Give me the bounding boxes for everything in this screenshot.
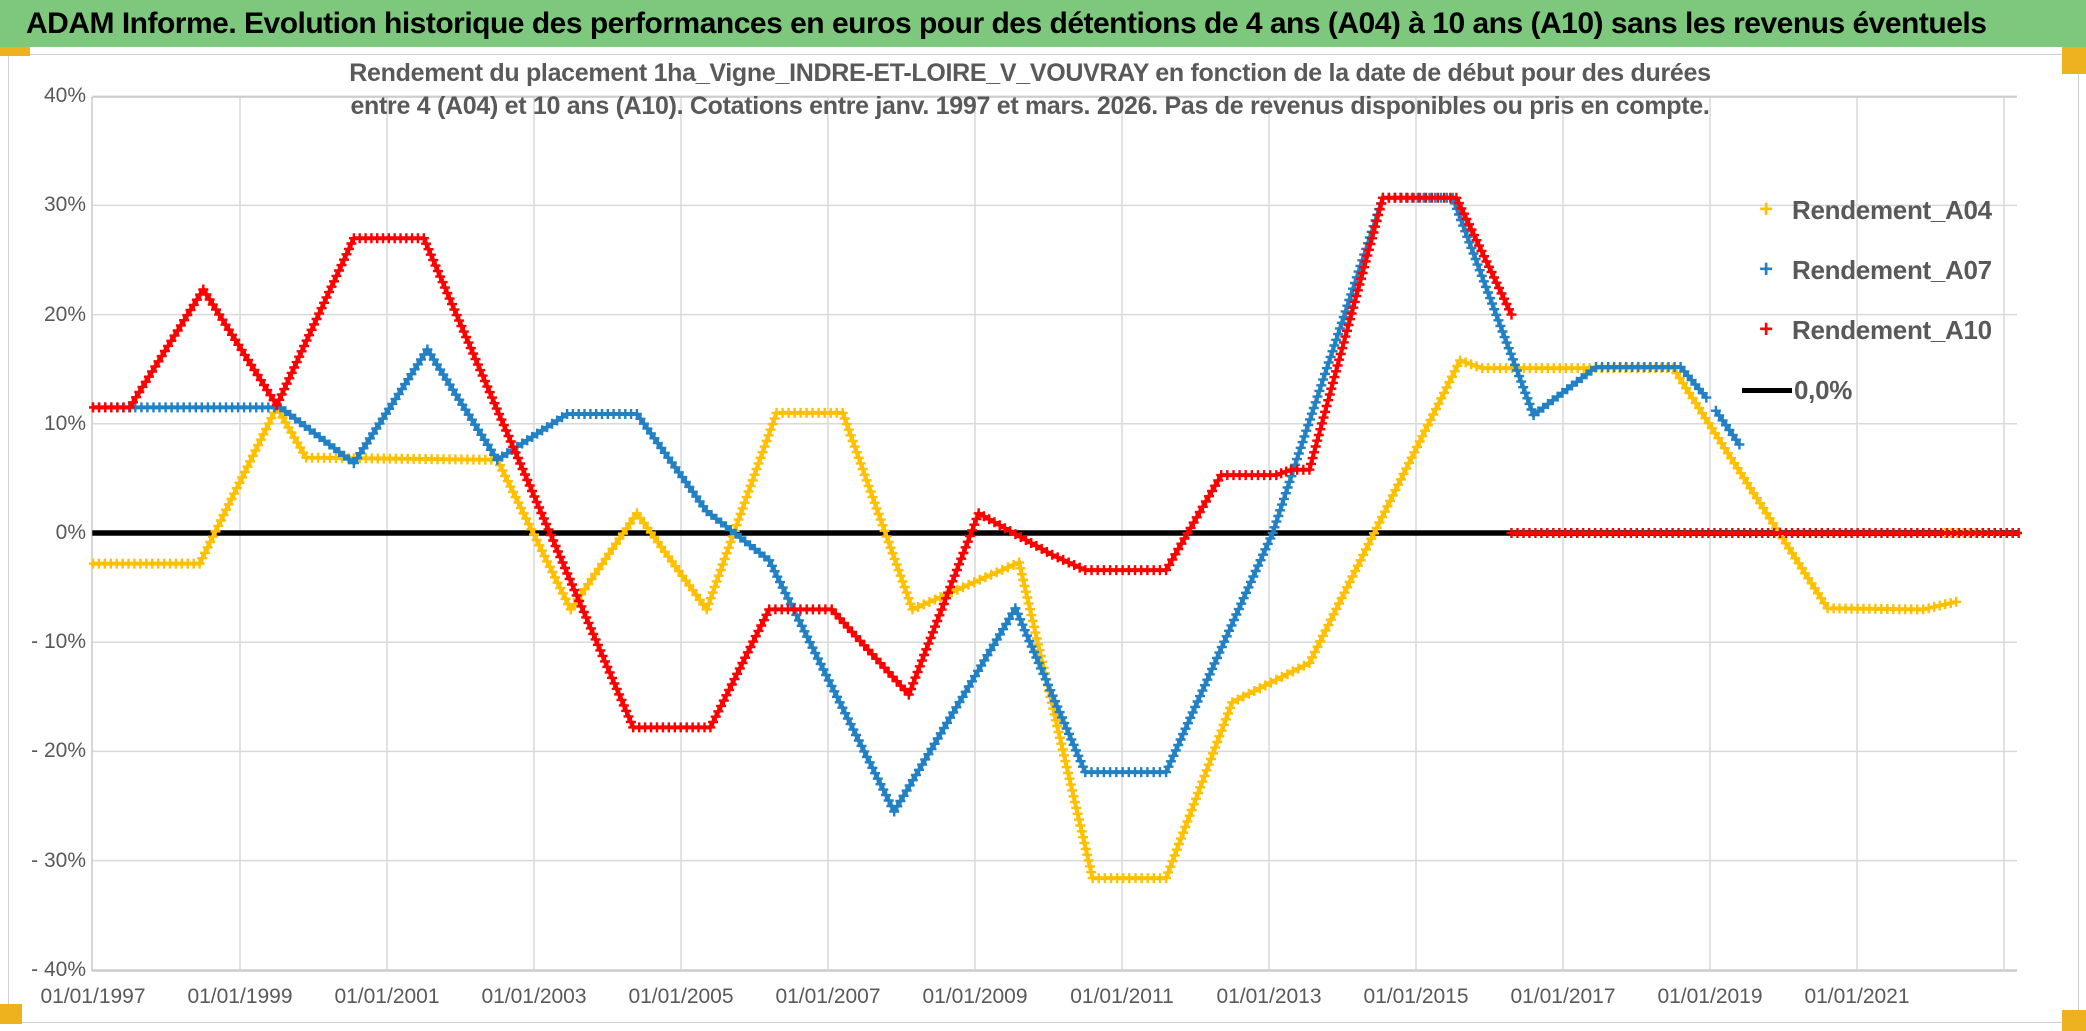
corner-tab-bottom-right [2062,1010,2086,1031]
y-axis-label: - 30% [31,848,86,872]
series-line-Rendement_A07 [93,195,1708,816]
x-axis-label: 01/01/2019 [1657,985,1763,1008]
report-title-bar: ADAM Informe. Evolution historique des p… [0,0,2086,47]
x-axis-label: 01/01/2015 [1363,985,1469,1008]
y-axis-label: 10% [43,411,86,435]
window-border-right [2078,54,2079,1022]
x-axis-label: 01/01/2009 [922,985,1028,1008]
x-axis-label: 01/01/2017 [1510,985,1616,1008]
legend-item-rendement-a07: + Rendement_A07 [1742,253,1992,287]
corner-tab-top-left [0,46,30,56]
legend-label: Rendement_A04 [1792,194,1992,225]
legend-plus-marker: + [1759,196,1773,223]
chart-subtitle-line1: Rendement du placement 1ha_Vigne_INDRE-E… [349,59,1711,87]
series-layer [89,192,2022,884]
series-markers-Rendement_A10 [89,192,1517,733]
x-axis-label: 01/01/2021 [1804,985,1910,1008]
y-axis-label: 40% [43,84,86,108]
window-border-left [8,54,9,1022]
legend-item-rendement-a04: + Rendement_A04 [1742,193,1992,227]
x-axis-label: 01/01/2001 [334,985,440,1008]
x-axis-label: 01/01/2013 [1216,985,1322,1008]
y-axis-label: - 10% [31,630,86,654]
series-markers-Rendement_A04 [89,355,1962,884]
corner-tab-bottom-left [0,1004,22,1024]
y-axis-label: 20% [43,302,86,326]
window-border-bottom [0,1022,2086,1023]
legend-item-rendement-a10: + Rendement_A10 [1742,313,1992,347]
legend-zero-line-swatch [1742,387,1792,393]
x-axis-label: 01/01/2003 [481,985,587,1008]
x-axis-label: 01/01/2007 [775,985,881,1008]
legend-plus-marker: + [1759,316,1773,343]
chart-subtitle-line2: entre 4 (A04) et 10 ans (A10). Cotations… [350,92,1710,120]
series-markers-Rendement_A10 [1506,528,2022,538]
chart-subtitle: Rendement du placement 1ha_Vigne_INDRE-E… [330,57,1730,123]
x-axis-label: 01/01/2011 [1070,985,1174,1008]
report-title: ADAM Informe. Evolution historique des p… [26,6,1987,40]
corner-tab-top-right [2062,46,2086,74]
window-border-top [0,54,2086,55]
series-markers-Rendement_A07 [1710,405,1745,450]
legend-label: Rendement_A07 [1792,254,1992,285]
x-axis-label: 01/01/1997 [40,985,146,1008]
x-axis-label: 01/01/2005 [628,985,734,1008]
y-axis-label: 30% [43,193,86,217]
x-axis-label: 01/01/1999 [187,985,293,1008]
legend-label: Rendement_A10 [1792,314,1992,345]
legend-label: 0,0% [1794,374,1853,405]
y-axis-label: - 20% [31,739,86,763]
y-axis-label: - 40% [31,957,86,981]
legend-item-0-0-: 0,0% [1742,373,1852,407]
y-axis-label: 0% [55,521,86,544]
legend-plus-marker: + [1759,256,1773,283]
